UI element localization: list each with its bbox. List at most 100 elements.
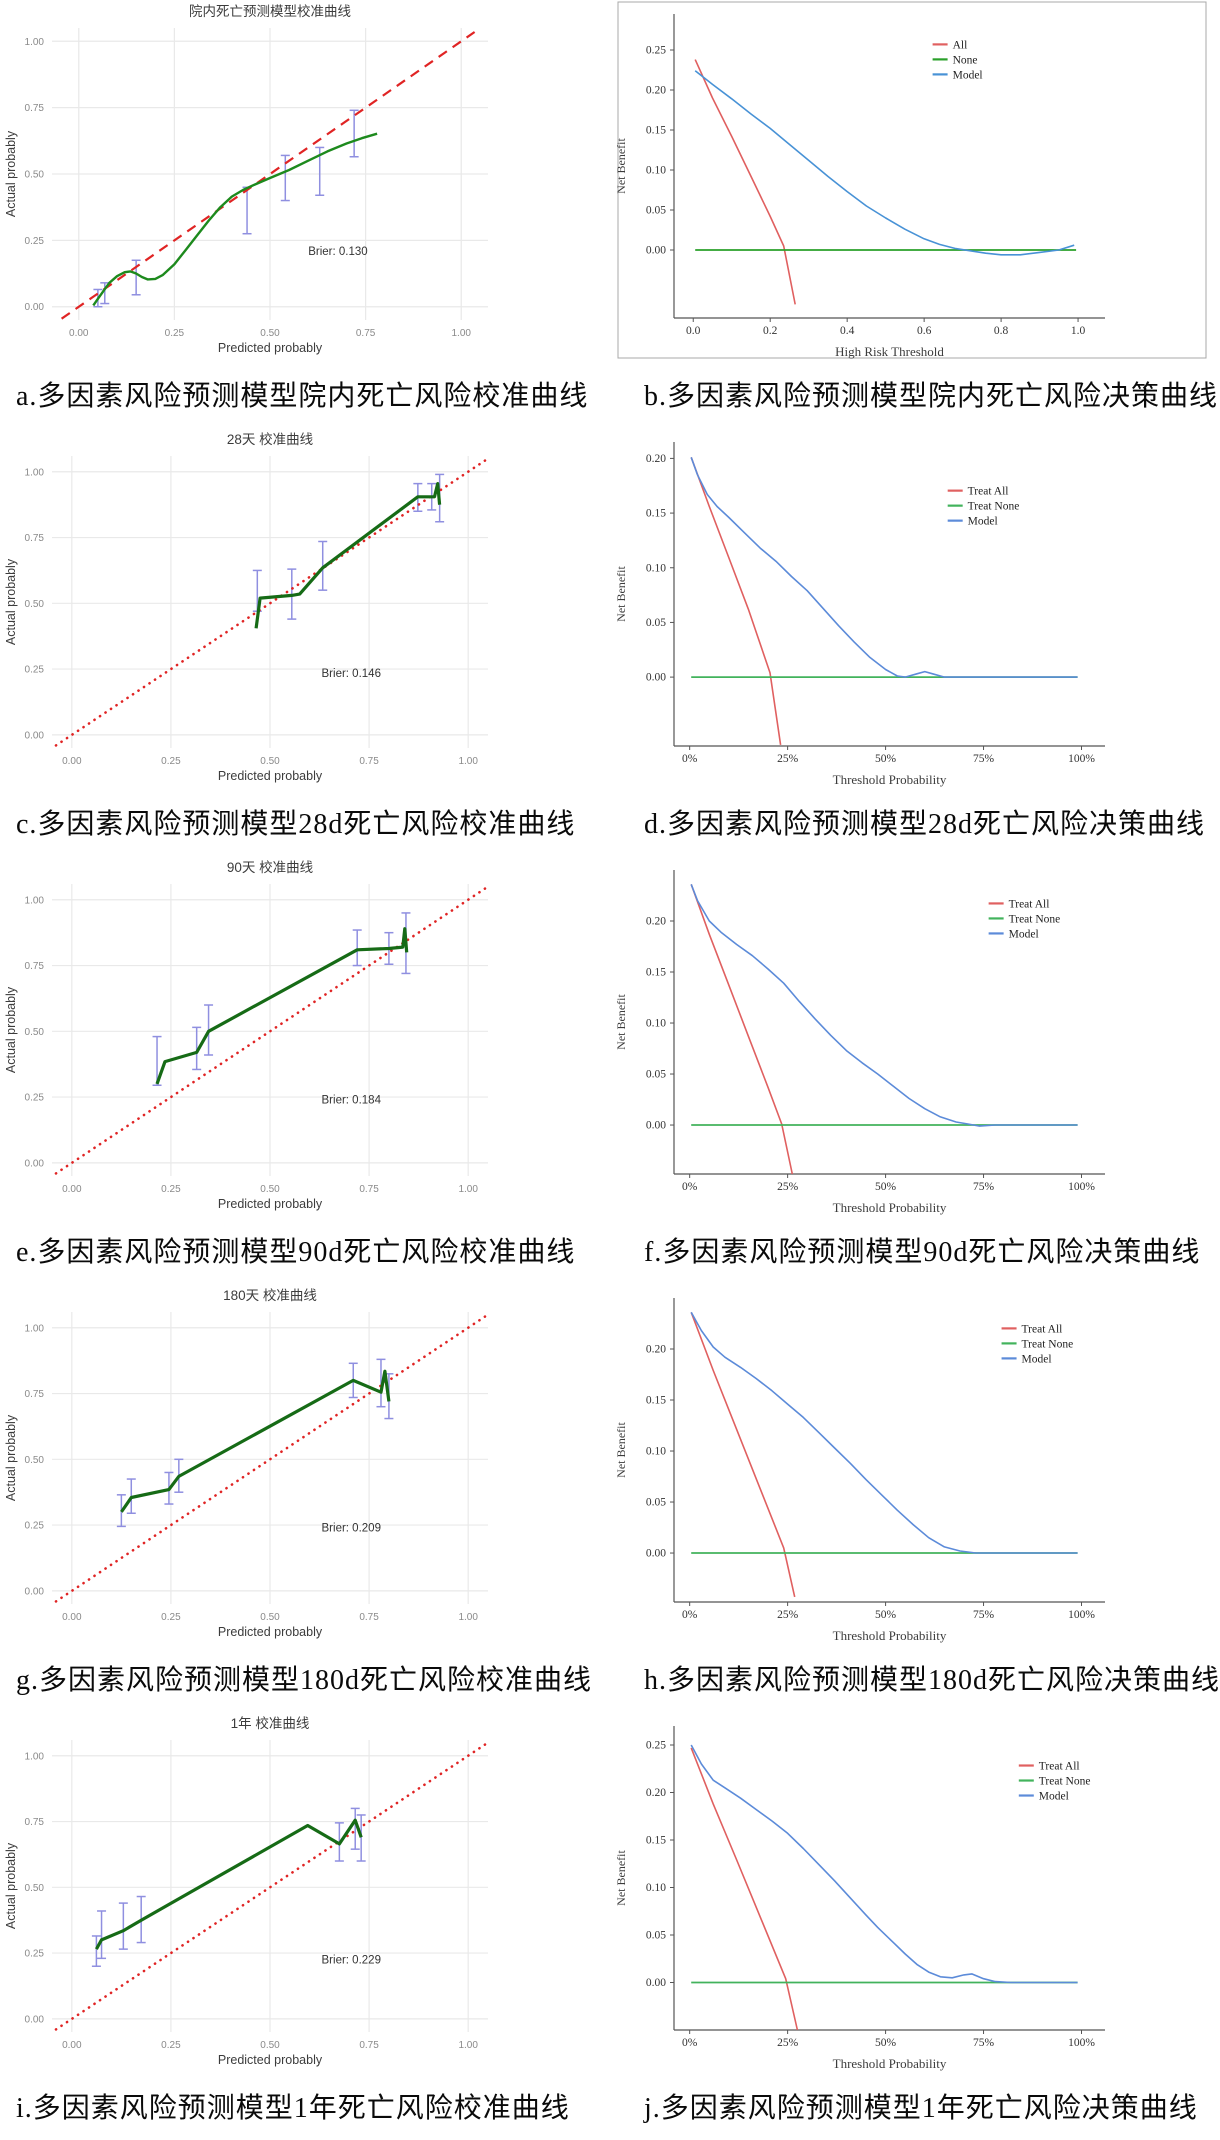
x-tick-label: 50% <box>875 753 897 765</box>
x-tick-label: 0.00 <box>62 1612 82 1623</box>
legend: Treat All Treat None Model <box>988 898 1061 940</box>
y-tick-label: 0.50 <box>25 170 45 181</box>
y-tick-label: 0.10 <box>646 1018 666 1030</box>
y-tick-label: 0.50 <box>25 599 45 610</box>
x-tick-label: 0.0 <box>686 325 701 337</box>
x-tick-label: 75% <box>973 1181 995 1193</box>
panel-j: 0% 25% 50% 75% 100% 0.00 0.05 0.10 0.15 0.20 0.25 T… <box>610 1712 1220 2140</box>
x-tick-label: 75% <box>973 753 995 765</box>
y-tick-label: 0.00 <box>646 1977 666 1989</box>
x-tick-label: 0.00 <box>62 756 82 767</box>
y-tick-label: 1.00 <box>25 37 45 48</box>
legend: Treat All Treat None Model <box>1018 1761 1090 1803</box>
x-axis-title: Predicted probably <box>218 2053 323 2067</box>
x-axis-title: Threshold Probability <box>833 772 947 787</box>
y-axis-title: Actual probably <box>4 986 18 1073</box>
x-tick-label: 25% <box>777 2037 799 2049</box>
x-tick-label: 0.75 <box>356 328 376 339</box>
x-tick-label: 0.50 <box>260 328 280 339</box>
error-bar <box>376 1358 386 1408</box>
series-all <box>690 457 782 746</box>
y-tick-label: 0.10 <box>646 562 666 574</box>
x-tick-label: 0.00 <box>62 2040 82 2051</box>
x-tick-label: 1.00 <box>458 2040 478 2051</box>
chart-title: 180天 校准曲线 <box>223 1287 317 1303</box>
y-tick-label: 0.10 <box>646 1882 666 1894</box>
error-bar <box>118 1902 128 1950</box>
y-tick-label: 0.75 <box>25 533 45 544</box>
y-tick-label: 0.20 <box>646 1344 666 1356</box>
error-bar <box>192 1026 202 1071</box>
x-axis-title: Predicted probably <box>218 341 323 355</box>
x-tick-label: 0.8 <box>994 325 1009 337</box>
x-tick-label: 0.75 <box>359 1612 379 1623</box>
caption-c: c.多因素风险预测模型28d死亡风险校准曲线 <box>16 809 576 840</box>
x-tick-label: 75% <box>973 2037 995 2049</box>
y-tick-label: 0.00 <box>646 672 666 684</box>
y-tick-label: 0.05 <box>646 1069 666 1081</box>
x-tick-label: 100% <box>1068 2037 1095 2049</box>
decision-curve-chart-180d: 0% 25% 50% 75% 100% 0.00 0.05 0.10 0.15 0.20 Thres… <box>614 1298 1105 1643</box>
x-tick-label: 100% <box>1068 1181 1095 1193</box>
panel-g: 0.00 0.25 0.50 0.75 1.00 0.00 0.25 0.50 0.75 1.00… <box>0 1284 610 1712</box>
decision-curve-chart-28d: 0% 25% 50% 75% 100% 0.00 0.05 0.10 0.15 0.20 Thres… <box>614 442 1105 787</box>
x-tick-label: 0.00 <box>62 1184 82 1195</box>
y-tick-label: 1.00 <box>25 467 45 478</box>
series-all <box>690 884 794 1175</box>
x-tick-label: 0.25 <box>161 2040 181 2051</box>
calibration-chart-1y: 0.00 0.25 0.50 0.75 1.00 0.00 0.25 0.50 0.75 1.00… <box>4 1715 488 2067</box>
x-tick-label: 0.25 <box>161 756 181 767</box>
legend-label: Model <box>953 69 983 81</box>
panel-h: 0% 25% 50% 75% 100% 0.00 0.05 0.10 0.15 0.20 Thres… <box>610 1284 1220 1712</box>
series-model <box>694 70 1075 256</box>
x-tick-label: 0.50 <box>260 1612 280 1623</box>
brier-annotation: Brier: 0.146 <box>322 668 381 680</box>
series-ideal <box>54 458 488 747</box>
legend-label: Treat All <box>1009 898 1050 910</box>
y-tick-label: 0.00 <box>646 1548 666 1560</box>
x-tick-label: 0.2 <box>763 325 778 337</box>
caption-h: h.多因素风险预测模型180d死亡风险决策曲线 <box>644 1665 1220 1696</box>
x-tick-label: 0.6 <box>917 325 932 337</box>
legend-label: Treat None <box>1022 1338 1074 1350</box>
caption-i: i.多因素风险预测模型1年死亡风险校准曲线 <box>16 2093 570 2124</box>
y-tick-label: 0.15 <box>646 1835 666 1847</box>
y-tick-label: 0.00 <box>25 302 45 313</box>
y-tick-label: 0.20 <box>646 916 666 928</box>
caption-d: d.多因素风险预测模型28d死亡风险决策曲线 <box>644 809 1206 840</box>
chart-title: 1年 校准曲线 <box>231 1715 310 1731</box>
decision-curve-chart-90d: 0% 25% 50% 75% 100% 0.00 0.05 0.10 0.15 0.20 Thres… <box>614 870 1105 1215</box>
x-tick-label: 0.00 <box>69 328 89 339</box>
series-calibration <box>155 927 409 1085</box>
error-bar <box>242 186 252 235</box>
x-tick-label: 100% <box>1068 753 1095 765</box>
panel-e: 0.00 0.25 0.50 0.75 1.00 0.00 0.25 0.50 0.75 1.00… <box>0 856 610 1284</box>
legend-label: All <box>953 39 968 51</box>
x-tick-label: 1.00 <box>458 1184 478 1195</box>
calibration-chart-90d: 0.00 0.25 0.50 0.75 1.00 0.00 0.25 0.50 0.75 1.00… <box>4 859 488 1211</box>
y-axis-title: Actual probably <box>4 558 18 645</box>
y-tick-label: 0.25 <box>25 1093 45 1104</box>
y-tick-label: 1.00 <box>25 1751 45 1762</box>
y-tick-label: 0.20 <box>646 85 666 97</box>
legend-label: Treat None <box>1009 913 1061 925</box>
y-axis-title: Net Benefit <box>614 138 628 194</box>
y-tick-label: 0.15 <box>646 125 666 137</box>
y-tick-label: 0.05 <box>646 1497 666 1509</box>
series-all <box>694 59 796 305</box>
series-all <box>690 1747 799 2031</box>
caption-j: j.多因素风险预测模型1年死亡风险决策曲线 <box>644 2093 1198 2124</box>
x-tick-label: 50% <box>875 2037 897 2049</box>
y-tick-label: 0.25 <box>25 665 45 676</box>
series-model <box>690 1744 1078 1984</box>
series-ideal <box>54 1314 488 1603</box>
error-bar <box>97 1910 107 1960</box>
series-model <box>690 457 1078 678</box>
y-tick-label: 0.50 <box>25 1455 45 1466</box>
brier-annotation: Brier: 0.130 <box>308 246 367 258</box>
series-calibration <box>120 1369 391 1513</box>
y-axis-title: Net Benefit <box>614 1422 628 1478</box>
legend-label: Model <box>968 516 998 528</box>
x-tick-label: 100% <box>1068 1609 1095 1621</box>
